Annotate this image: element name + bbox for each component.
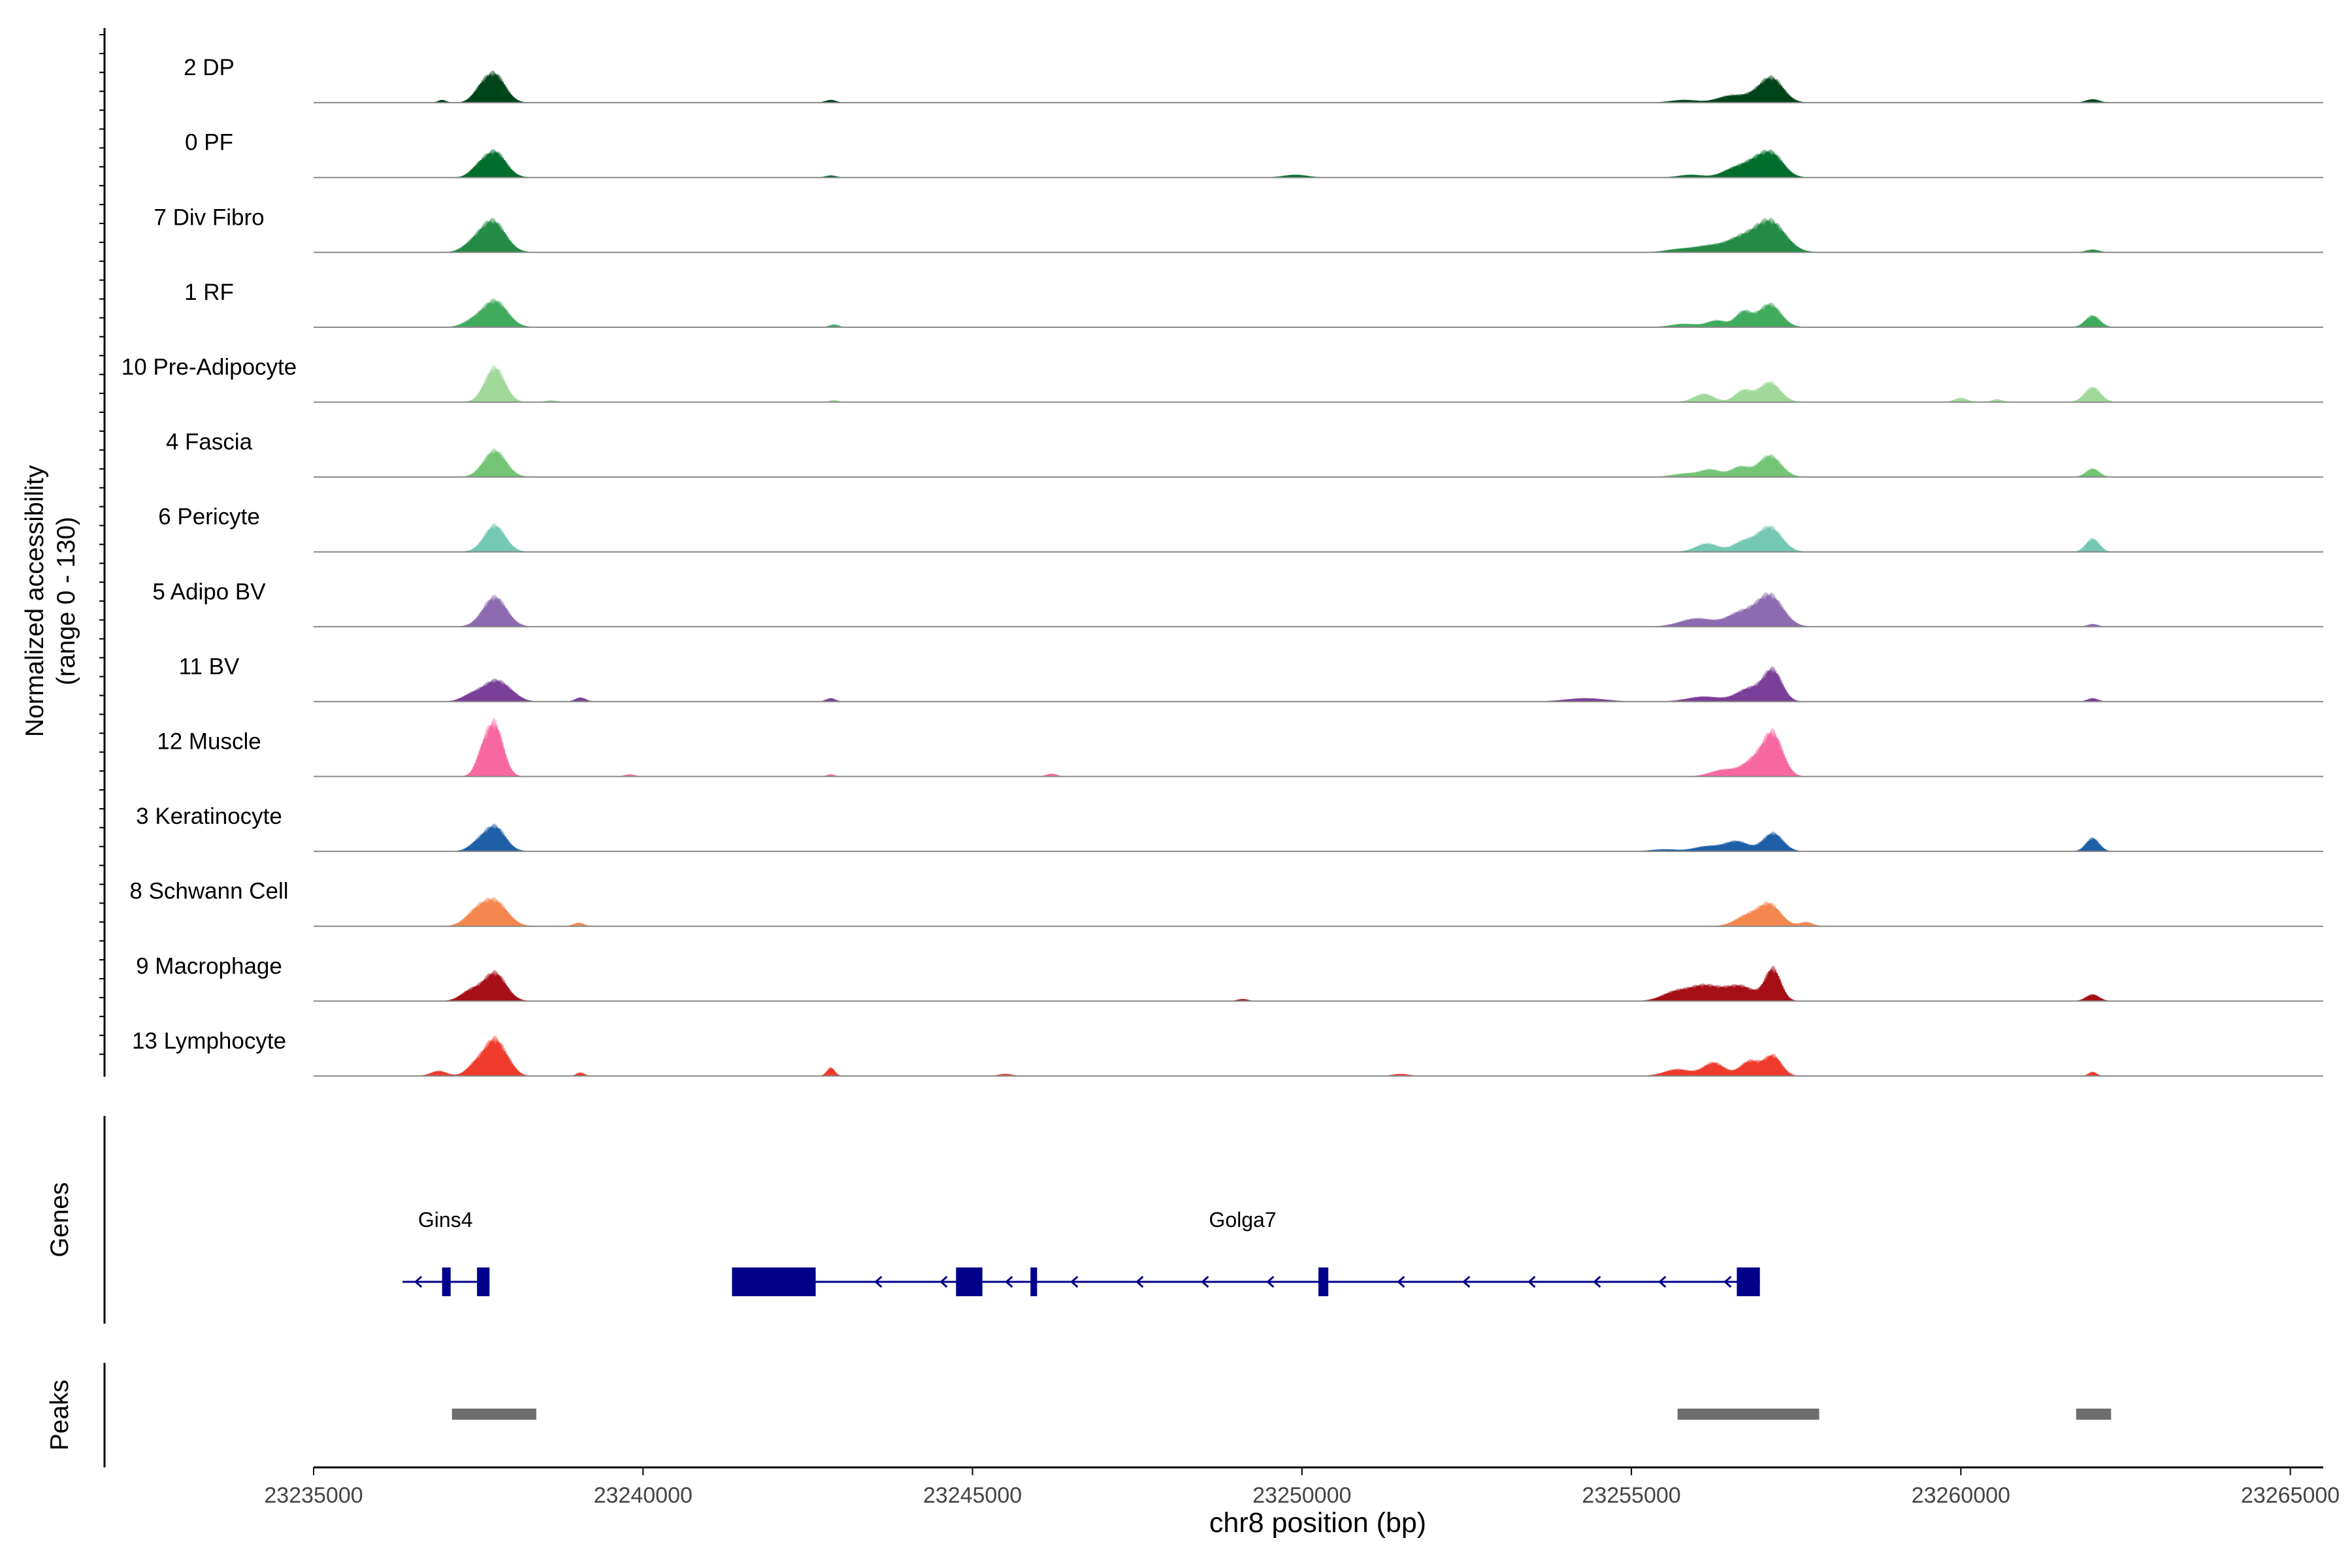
x-axis-ticks: 23235000 23240000 23245000 23250000 23255000… [264, 1467, 2340, 1508]
coverage-tracks: 2 DP 0 PF 7 Div Fibro 1 RF 10 Pre-Adipocyte 4… [122, 55, 2323, 1077]
track-0-pf: 0 PF [185, 130, 2323, 178]
strand-chevron [1527, 1275, 1536, 1288]
track-label: 7 Div Fibro [154, 204, 264, 230]
x-axis: 23235000 23240000 23245000 23250000 23255000… [264, 1466, 2340, 1539]
x-tick-label: 23265000 [2241, 1483, 2340, 1508]
exon [956, 1267, 983, 1296]
coverage-area [314, 298, 2323, 328]
track-label: 0 PF [185, 130, 233, 155]
coverage-area [314, 592, 2323, 627]
peak-region [2076, 1409, 2112, 1420]
track-10-pre-adipocyte: 10 Pre-Adipocyte [122, 355, 2323, 403]
track-12-muscle: 12 Muscle [157, 718, 2323, 777]
coverage-area [314, 365, 2323, 402]
track-9-macrophage: 9 Macrophage [136, 953, 2323, 1002]
track-label: 1 RF [184, 280, 234, 305]
peaks-panel: Peaks [46, 1363, 2112, 1467]
coverage-area [314, 1036, 2323, 1077]
y-axis [99, 28, 106, 1077]
strand-chevron [1723, 1275, 1732, 1288]
track-label: 10 Pre-Adipocyte [122, 355, 297, 380]
gene-label: Golga7 [1209, 1208, 1276, 1232]
track-4-fascia: 4 Fascia [166, 429, 2323, 478]
exon [732, 1267, 816, 1296]
exon [1030, 1267, 1037, 1296]
coverage-area [314, 523, 2323, 552]
gene-gins4: Gins4 [402, 1208, 490, 1296]
coverage-area [314, 218, 2323, 253]
strand-chevron [874, 1275, 883, 1288]
track-13-lymphocyte: 13 Lymphocyte [132, 1028, 2323, 1077]
exon [1318, 1267, 1329, 1296]
strand-chevron [1462, 1275, 1471, 1288]
x-tick-label: 23235000 [264, 1483, 363, 1508]
gene-label: Gins4 [418, 1208, 473, 1232]
track-label: 12 Muscle [157, 729, 261, 755]
coverage-area [314, 448, 2323, 478]
track-1-rf: 1 RF [184, 280, 2323, 328]
exon [1737, 1267, 1760, 1296]
x-tick-label: 23240000 [594, 1483, 693, 1508]
track-label: 5 Adipo BV [152, 579, 266, 604]
x-tick-label: 23260000 [1912, 1483, 2010, 1508]
coverage-area [314, 718, 2323, 777]
exon [442, 1267, 451, 1296]
peak-region [451, 1409, 536, 1420]
track-6-pericyte: 6 Pericyte [158, 504, 2323, 553]
track-label: 13 Lymphocyte [132, 1028, 286, 1054]
exon [477, 1267, 490, 1296]
coverage-area [314, 70, 2323, 103]
coverage-area [314, 896, 2323, 926]
peaks-panel-label: Peaks [46, 1380, 74, 1450]
track-11-bv: 11 BV [179, 654, 2323, 702]
y-axis-ticks [99, 34, 105, 1055]
track-label: 9 Macrophage [136, 953, 282, 979]
track-label: 4 Fascia [166, 429, 253, 455]
track-8-schwann-cell: 8 Schwann Cell [129, 879, 2323, 927]
track-label: 11 BV [179, 654, 240, 679]
strand-chevron [1070, 1275, 1079, 1288]
track-label: 3 Keratinocyte [136, 804, 282, 829]
track-2-dp: 2 DP [184, 55, 2323, 104]
x-axis-label: chr8 position (bp) [1209, 1507, 1426, 1539]
coverage-area [314, 965, 2323, 1002]
genes-panel: Genes Gins4 Golga7 [46, 1116, 1760, 1324]
strand-chevron [1593, 1275, 1601, 1288]
strand-chevron [1135, 1275, 1144, 1288]
strand-chevron [1201, 1275, 1209, 1288]
track-3-keratinocyte: 3 Keratinocyte [136, 804, 2323, 853]
peak-regions [451, 1409, 2112, 1420]
y-axis-label-line1: Normalized accessibility [21, 465, 49, 737]
y-axis-label: Normalized accessibility (range 0 - 130) [21, 465, 80, 737]
strand-chevron [414, 1275, 423, 1288]
coverage-area [314, 823, 2323, 852]
x-tick-label: 23250000 [1252, 1483, 1351, 1508]
peak-region [1677, 1409, 1820, 1420]
track-label: 6 Pericyte [158, 504, 260, 530]
gene-models: Gins4 Golga7 [402, 1208, 1760, 1296]
strand-chevron [1005, 1275, 1013, 1288]
strand-chevron [1266, 1275, 1275, 1288]
x-tick-label: 23255000 [1582, 1483, 1680, 1508]
coverage-area [314, 148, 2323, 178]
strand-chevron [1397, 1275, 1405, 1288]
track-7-div-fibro: 7 Div Fibro [154, 204, 2323, 253]
track-label: 2 DP [184, 55, 235, 80]
coverage-area [314, 666, 2323, 702]
y-axis-label-line2: (range 0 - 130) [52, 517, 80, 685]
genes-panel-label: Genes [46, 1183, 74, 1258]
track-label: 8 Schwann Cell [129, 879, 288, 904]
strand-chevron [939, 1275, 948, 1288]
x-tick-label: 23245000 [923, 1483, 1022, 1508]
strand-chevron [1658, 1275, 1667, 1288]
track-5-adipo-bv: 5 Adipo BV [152, 579, 2323, 628]
gene-golga7: Golga7 [732, 1208, 1760, 1296]
